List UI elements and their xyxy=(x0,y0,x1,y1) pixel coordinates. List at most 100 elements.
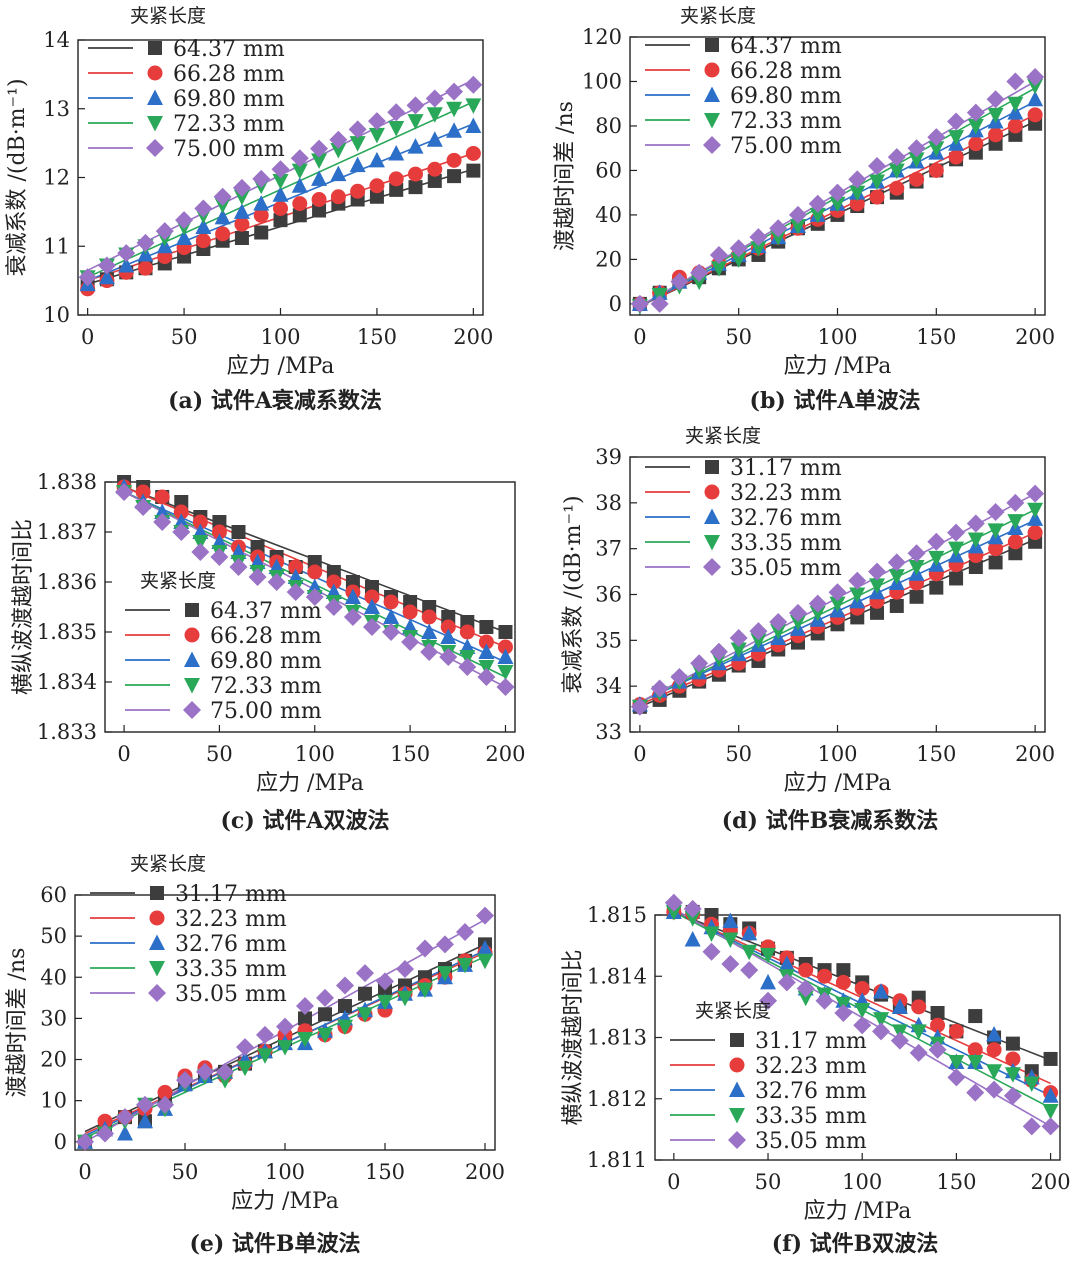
x-tick-label: 50 xyxy=(725,325,752,349)
data-point xyxy=(368,127,385,144)
data-point xyxy=(1023,1076,1040,1092)
legend-marker xyxy=(184,651,200,667)
data-point xyxy=(948,1055,965,1071)
legend-label: 32.76 mm xyxy=(755,1079,867,1104)
data-point xyxy=(988,555,1003,570)
legend-marker xyxy=(730,1033,744,1047)
x-tick-label: 150 xyxy=(936,1170,976,1194)
data-point xyxy=(928,1040,947,1059)
data-point xyxy=(291,177,308,193)
data-point xyxy=(426,131,443,147)
data-point xyxy=(426,107,443,123)
data-point xyxy=(156,1095,174,1114)
data-point xyxy=(759,991,778,1010)
legend-marker xyxy=(185,603,199,617)
data-point xyxy=(797,990,814,1007)
data-point xyxy=(210,548,229,566)
data-point xyxy=(750,241,767,257)
data-point xyxy=(457,957,473,974)
data-point xyxy=(446,101,463,118)
data-point xyxy=(1041,1117,1060,1136)
data-point xyxy=(155,222,174,241)
y-tick-label: 1.814 xyxy=(587,964,647,988)
data-point xyxy=(136,233,155,252)
data-point xyxy=(809,605,826,622)
legend-label: 32.76 mm xyxy=(175,932,287,957)
data-point xyxy=(465,98,482,114)
data-point xyxy=(967,532,984,548)
data-point xyxy=(408,180,423,195)
data-point xyxy=(907,544,926,563)
data-point xyxy=(267,573,286,591)
y-axis-label: 渡越时间差 /ns xyxy=(553,101,578,251)
data-point xyxy=(853,1016,872,1035)
data-point xyxy=(234,231,249,245)
data-point xyxy=(911,999,927,1015)
data-point xyxy=(1004,1067,1021,1083)
data-point xyxy=(368,151,385,168)
data-point xyxy=(684,931,701,947)
data-point xyxy=(118,257,135,273)
data-point xyxy=(1027,78,1044,95)
data-point xyxy=(96,1124,114,1143)
data-point xyxy=(307,564,323,580)
data-point xyxy=(722,932,739,948)
x-tick-label: 100 xyxy=(842,1170,882,1194)
x-tick-label: 0 xyxy=(633,742,646,766)
data-point xyxy=(479,620,494,634)
data-point xyxy=(277,1040,293,1056)
data-point xyxy=(928,141,945,157)
data-point xyxy=(828,583,847,602)
legend-title: 夹紧长度 xyxy=(130,5,206,27)
data-point xyxy=(985,1080,1004,1099)
data-point xyxy=(406,96,425,115)
data-point xyxy=(316,988,334,1007)
legend-label: 72.33 mm xyxy=(173,112,285,137)
data-point xyxy=(796,979,815,998)
data-point xyxy=(798,962,814,978)
panel-caption: (f) 试件B双波法 xyxy=(772,1231,939,1257)
data-point xyxy=(437,966,453,982)
legend-marker xyxy=(729,1081,745,1097)
data-point xyxy=(760,973,777,990)
data-point xyxy=(172,523,191,541)
legend-label: 75.00 mm xyxy=(210,699,322,724)
data-point xyxy=(252,169,271,188)
data-point xyxy=(312,203,327,218)
data-point xyxy=(988,541,1004,557)
data-point xyxy=(967,118,984,135)
y-tick-label: 38 xyxy=(595,491,622,515)
data-point xyxy=(670,272,689,291)
data-point xyxy=(928,162,944,178)
legend-marker xyxy=(148,41,162,55)
legend-marker xyxy=(149,961,165,977)
y-tick-label: 35 xyxy=(595,628,622,652)
data-point xyxy=(930,1006,945,1020)
panel-caption: (c) 试件A双波法 xyxy=(221,808,390,834)
data-point xyxy=(330,189,346,205)
data-point xyxy=(888,569,905,585)
data-point xyxy=(709,245,728,264)
data-point xyxy=(684,911,701,927)
legend-title: 夹紧长度 xyxy=(140,570,216,592)
data-point xyxy=(257,1048,273,1064)
legend-marker xyxy=(148,984,166,1002)
data-point xyxy=(367,112,386,131)
data-point xyxy=(253,195,270,211)
data-point xyxy=(497,639,513,655)
x-tick-label: 100 xyxy=(817,325,857,349)
data-point xyxy=(310,139,329,158)
data-point xyxy=(176,1071,194,1090)
data-point xyxy=(477,939,493,956)
x-tick-label: 150 xyxy=(916,742,956,766)
y-tick-label: 0 xyxy=(609,292,622,316)
data-point xyxy=(948,541,965,558)
data-point xyxy=(466,163,481,178)
y-tick-label: 1.812 xyxy=(587,1087,647,1111)
legend-marker xyxy=(704,86,720,102)
data-point xyxy=(749,622,768,641)
data-point xyxy=(232,178,251,197)
data-point xyxy=(388,144,405,161)
data-point xyxy=(909,589,924,604)
data-point xyxy=(195,218,212,234)
